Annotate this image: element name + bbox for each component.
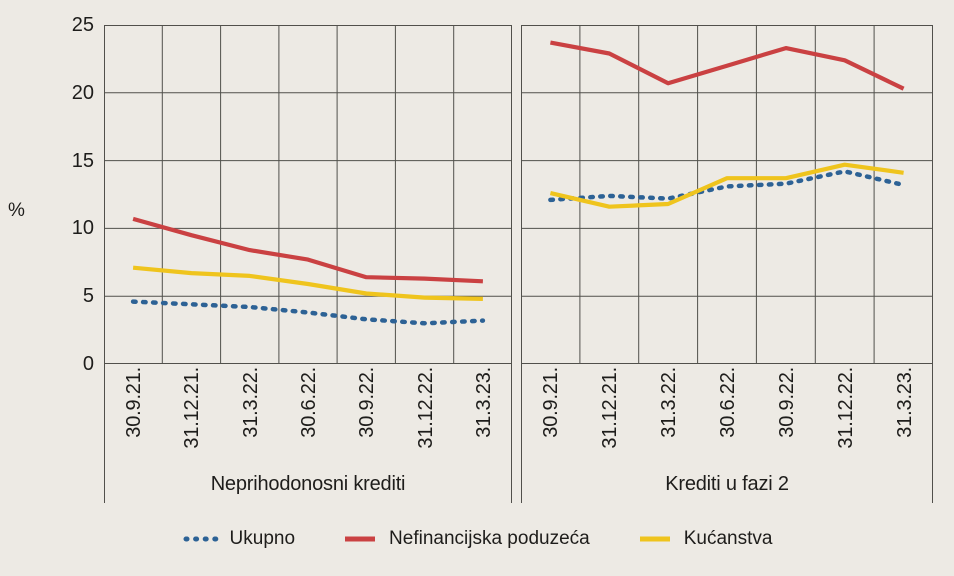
series-line-kucanstva [549, 162, 904, 209]
series-line-ukupno [548, 169, 906, 203]
x-tick-label: 30.6.22. [298, 367, 320, 438]
panel-title-right: Krediti u fazi 2 [665, 473, 789, 495]
y-tick-label: 15 [71, 149, 94, 172]
x-tick-label: 30.6.22. [717, 367, 739, 438]
y-axis-unit-label: % [8, 200, 25, 221]
y-tick-label: 20 [71, 81, 94, 104]
y-tick-label: 25 [71, 14, 94, 36]
legend-marker-ukupno [183, 536, 219, 542]
legend-item-kucanstva: Kućanstva [636, 528, 773, 550]
y-tick-label: 0 [82, 353, 94, 375]
series-line-nefinancijska-poduzeca [132, 216, 483, 284]
x-tick-label: 30.9.21. [540, 367, 563, 438]
x-tick-label: 30.9.22. [356, 367, 379, 438]
panel-nonperforming-loans [104, 25, 512, 364]
x-tick-label: 31.3.23. [472, 367, 495, 438]
panel-title-left: Neprihodonosni krediti [210, 473, 406, 495]
x-tick-label: 31.12.21. [599, 367, 622, 449]
legend: Ukupno Nefinancijska poduzeća Kućanstva [0, 528, 954, 550]
series-line-ukupno [130, 299, 486, 326]
series-line-nefinancijska-poduzeca [550, 40, 905, 91]
legend-item-ukupno: Ukupno [182, 528, 296, 550]
x-tick-label: 31.12.22. [414, 367, 437, 449]
x-tick-label: 30.9.21. [123, 367, 146, 438]
y-tick-label: 10 [71, 217, 94, 240]
x-tick-label: 31.12.21. [181, 367, 204, 449]
legend-marker-nefinancijska-poduzeca [345, 536, 376, 542]
y-tick-label: 5 [82, 285, 94, 308]
x-axis-area-left: 30.9.21. 31.12.21. 31.3.22. 30.6.22. 30.9.22… [104, 364, 512, 503]
plot-border [104, 25, 512, 364]
legend-label: Nefinancijska poduzeća [389, 528, 590, 549]
series-line-kucanstva [132, 265, 483, 301]
legend-label: Ukupno [229, 528, 296, 549]
x-tick-label: 30.9.22. [775, 367, 798, 438]
legend-label: Kućanstva [683, 528, 773, 549]
x-tick-label: 31.3.22. [658, 367, 681, 438]
x-tick-label: 31.3.22. [239, 367, 262, 438]
plot-border [521, 25, 933, 364]
panel-stage2-loans [521, 25, 933, 364]
x-tick-label: 31.12.22. [834, 367, 857, 449]
x-tick-label: 31.3.23. [893, 367, 916, 438]
legend-marker-kucanstva [639, 536, 670, 542]
x-axis-area-right: 30.9.21. 31.12.21. 31.3.22. 30.6.22. 30.9.22… [521, 364, 933, 503]
plot-area-nonperforming-loans [104, 25, 512, 364]
legend-item-nefinancijska-poduzeca: Nefinancijska poduzeća [341, 528, 590, 550]
plot-area-stage2-loans [521, 25, 933, 364]
